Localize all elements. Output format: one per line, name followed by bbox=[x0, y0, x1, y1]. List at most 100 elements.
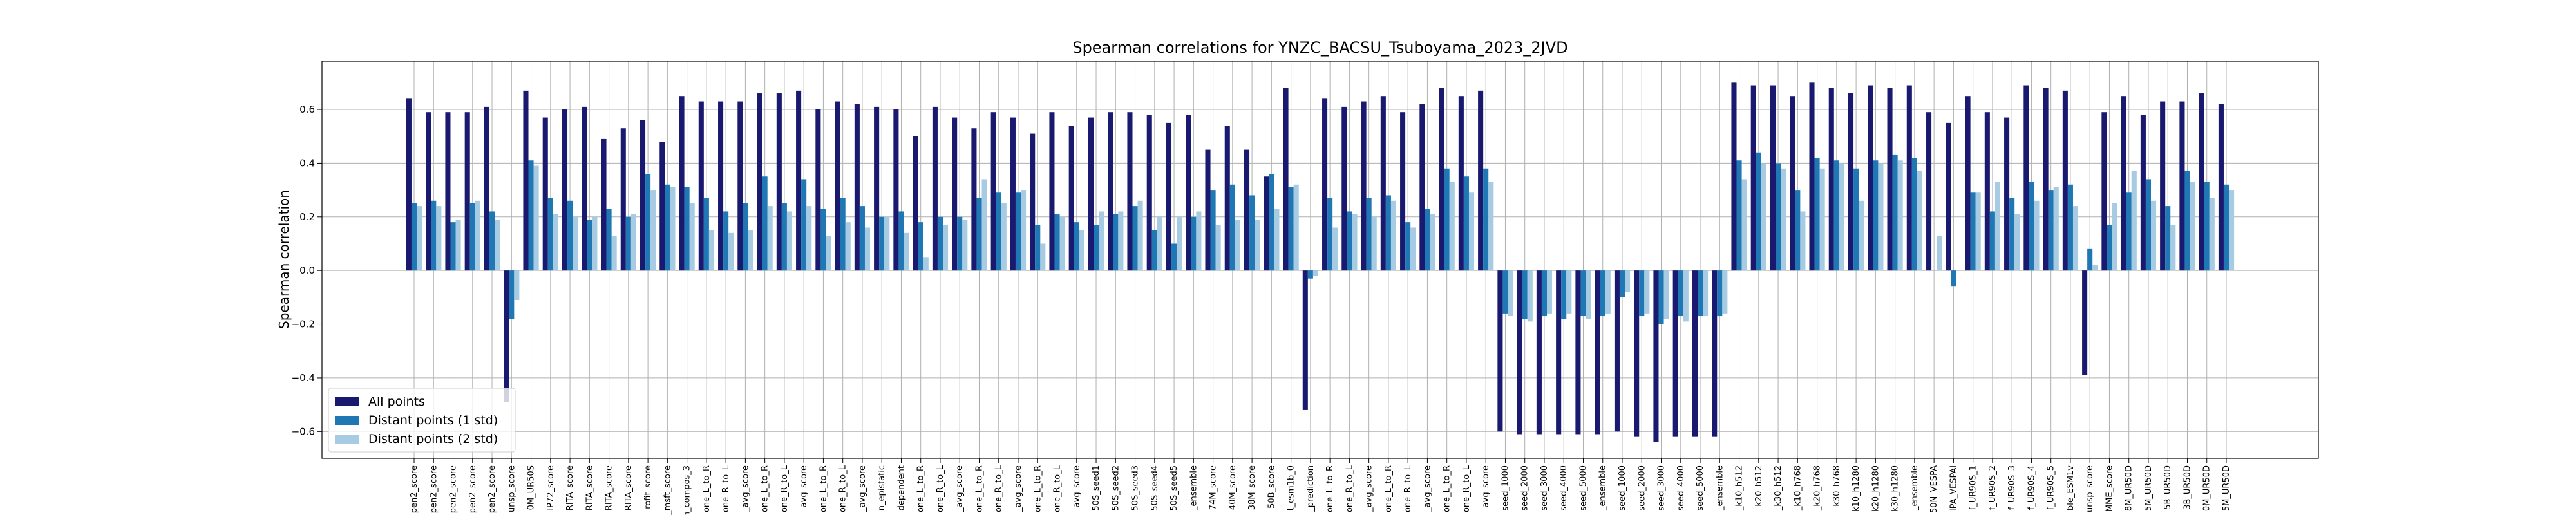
bar bbox=[1790, 96, 1795, 271]
bar bbox=[767, 206, 773, 271]
x-tick-label: one_R_to_L bbox=[936, 465, 945, 512]
bar bbox=[2165, 206, 2171, 271]
bar bbox=[1663, 270, 1669, 319]
bar bbox=[1157, 216, 1162, 271]
legend-box bbox=[328, 388, 516, 453]
bar bbox=[1030, 133, 1036, 271]
bar bbox=[650, 190, 656, 271]
bar bbox=[542, 117, 548, 271]
bar bbox=[1010, 117, 1016, 271]
bar bbox=[2072, 206, 2079, 271]
x-tick-label: 50S_seed3 bbox=[1131, 465, 1141, 511]
bar bbox=[835, 101, 840, 271]
x-tick-label: one_R_to_L bbox=[721, 465, 731, 512]
bar bbox=[703, 198, 709, 271]
x-tick-label: one_R_to_L bbox=[1345, 465, 1354, 512]
bar bbox=[748, 230, 753, 271]
bar bbox=[820, 209, 826, 271]
bar bbox=[2160, 101, 2166, 271]
x-tick-label: f_UR90S_4 bbox=[2027, 465, 2036, 510]
bar bbox=[1892, 154, 1898, 271]
bar bbox=[893, 109, 899, 271]
bar bbox=[1288, 187, 1294, 271]
bar bbox=[1508, 270, 1513, 317]
bar bbox=[659, 142, 665, 271]
x-tick-label: MME_score bbox=[2105, 465, 2114, 512]
bar bbox=[2034, 200, 2040, 271]
bar bbox=[932, 106, 938, 271]
bar bbox=[1132, 206, 1138, 271]
bar bbox=[1722, 270, 1728, 314]
bar bbox=[1595, 270, 1600, 435]
x-tick-label: pen2_score bbox=[468, 465, 478, 513]
bar bbox=[1575, 270, 1581, 435]
bar bbox=[2190, 182, 2195, 271]
bar bbox=[1478, 90, 1484, 271]
bar bbox=[1302, 270, 1308, 410]
bar bbox=[1137, 200, 1143, 271]
bar bbox=[464, 112, 470, 271]
bar bbox=[1833, 160, 1839, 271]
bar bbox=[762, 176, 768, 271]
x-tick-label: _avg_score bbox=[1481, 465, 1491, 512]
bar bbox=[1717, 270, 1723, 317]
bar bbox=[1859, 200, 1864, 271]
bar bbox=[1079, 230, 1084, 271]
x-tick-label: k20_h1280 bbox=[1871, 465, 1880, 512]
bar bbox=[1108, 112, 1113, 271]
bar bbox=[1536, 270, 1542, 435]
bar bbox=[1001, 203, 1007, 271]
x-tick-label: 50S_seed2 bbox=[1111, 465, 1121, 511]
bar bbox=[1848, 93, 1854, 271]
x-tick-label: one_L_to_R bbox=[819, 465, 828, 512]
bar bbox=[587, 219, 592, 271]
bar bbox=[1814, 158, 1820, 271]
bar bbox=[523, 90, 529, 271]
x-tick-label: 50S_seed4 bbox=[1150, 465, 1160, 511]
x-tick-label: one_R_to_L bbox=[1403, 465, 1413, 512]
bar bbox=[776, 93, 782, 271]
x-tick-label: pen2_score bbox=[429, 465, 439, 513]
bar bbox=[854, 104, 860, 271]
bar bbox=[553, 214, 558, 271]
bar bbox=[1839, 163, 1844, 271]
bar bbox=[1118, 211, 1124, 271]
bar bbox=[567, 200, 573, 271]
bar bbox=[689, 203, 695, 271]
bar bbox=[2184, 171, 2190, 271]
bar bbox=[898, 211, 904, 271]
x-tick-label: pen2_score bbox=[488, 465, 497, 513]
bar bbox=[1970, 192, 1976, 271]
bar bbox=[2140, 115, 2146, 271]
bar bbox=[1522, 270, 1528, 319]
bar bbox=[981, 179, 987, 271]
x-tick-label: one_L_to_R bbox=[1033, 465, 1043, 512]
bar bbox=[2209, 198, 2215, 271]
x-tick-label: seed_1000 bbox=[1618, 465, 1627, 511]
x-tick-label: n_compos_3 bbox=[683, 465, 692, 515]
bar bbox=[1683, 270, 1689, 322]
bar bbox=[504, 270, 509, 402]
bar bbox=[1054, 214, 1060, 271]
bar bbox=[528, 160, 534, 271]
bar bbox=[840, 198, 846, 271]
bar bbox=[1497, 270, 1503, 432]
bar bbox=[1210, 190, 1216, 271]
bar bbox=[1458, 96, 1464, 271]
bar bbox=[455, 219, 461, 271]
bar bbox=[431, 200, 437, 271]
bar bbox=[1146, 115, 1152, 271]
bar bbox=[879, 216, 885, 271]
bar bbox=[1819, 168, 1825, 271]
x-tick-label: t_esm1b_0 bbox=[1287, 465, 1296, 510]
bar bbox=[1887, 88, 1893, 271]
bar bbox=[1600, 270, 1605, 317]
bar bbox=[1347, 211, 1352, 271]
bar bbox=[2126, 192, 2132, 271]
bar bbox=[2145, 179, 2152, 271]
bar bbox=[1946, 122, 1951, 271]
bar bbox=[1605, 270, 1611, 314]
bar bbox=[1868, 85, 1873, 271]
bar bbox=[495, 219, 500, 271]
bar bbox=[1249, 195, 1255, 271]
